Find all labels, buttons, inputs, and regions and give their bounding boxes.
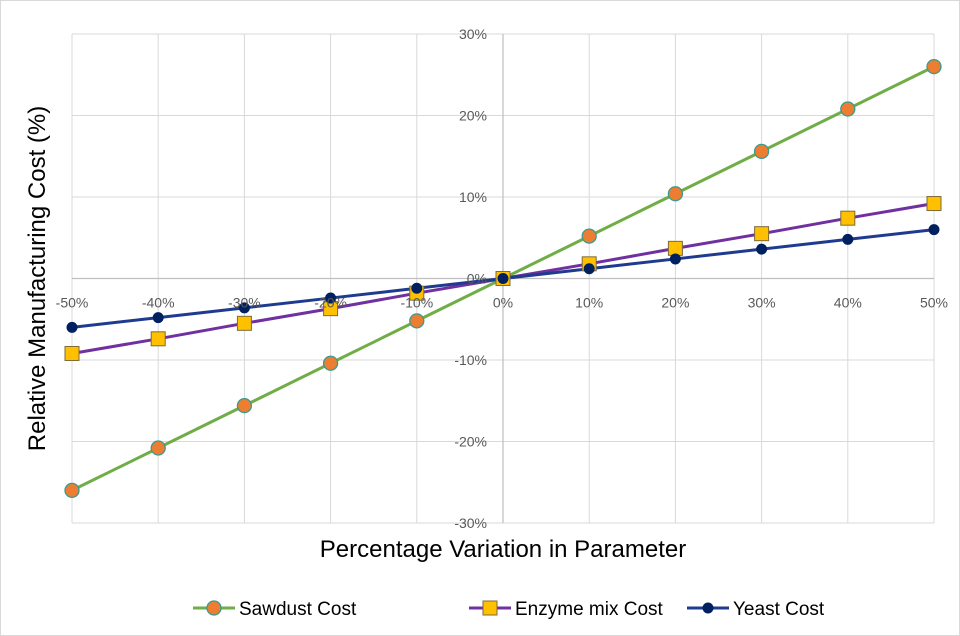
series-2-point-5 <box>497 273 509 284</box>
x-tick-label-9: 40% <box>834 295 862 311</box>
series-2-point-4 <box>411 282 423 294</box>
x-tick-label-6: 10% <box>575 295 603 311</box>
series-2-point-2 <box>238 302 250 314</box>
series-2-point-8 <box>756 243 768 255</box>
x-axis-title: Percentage Variation in Parameter <box>320 536 686 563</box>
series-2-point-1 <box>152 312 164 324</box>
y-tick-label-2: -10% <box>454 352 487 368</box>
series-1-point-2 <box>236 315 252 331</box>
series-0-point-1 <box>150 440 166 456</box>
series-1-point-0 <box>64 345 80 361</box>
x-tick-label-2: -30% <box>228 295 261 311</box>
series-1-point-8 <box>754 226 770 242</box>
series-2-point-3 <box>325 292 337 304</box>
series-0-point-6 <box>581 228 597 244</box>
y-axis-title: Relative Manufacturing Cost (%) <box>24 106 51 451</box>
series-1-point-7 <box>667 240 683 256</box>
y-tick-label-4: 10% <box>459 189 487 205</box>
x-tick-label-8: 30% <box>748 295 776 311</box>
series-2-point-6 <box>583 263 595 275</box>
series-0-point-7 <box>667 186 684 202</box>
series-0-point-3 <box>322 355 339 371</box>
x-tick-label-7: 20% <box>661 295 689 311</box>
legend-marker-0 <box>206 600 222 616</box>
legend-marker-2 <box>702 602 714 614</box>
x-tick-label-4: -10% <box>400 295 433 311</box>
y-tick-label-6: 30% <box>459 26 487 42</box>
legend-label-1: Enzyme mix Cost <box>515 599 664 620</box>
y-tick-label-0: -30% <box>454 515 487 531</box>
series-0-point-9 <box>840 101 856 117</box>
series-0-point-4 <box>409 313 425 329</box>
x-tick-label-0: -50% <box>56 295 89 311</box>
y-tick-label-1: -20% <box>454 434 487 450</box>
legend-label-0: Sawdust Cost <box>239 599 357 620</box>
series-2-point-0 <box>66 321 78 333</box>
series-1-point-10 <box>926 196 942 212</box>
series-2-point-7 <box>669 253 681 265</box>
x-tick-label-1: -40% <box>142 295 175 311</box>
x-tick-label-3: -20% <box>314 295 347 311</box>
series-1-point-1 <box>150 331 166 347</box>
y-tick-label-5: 20% <box>459 108 487 124</box>
legend-marker-1 <box>482 600 498 616</box>
x-tick-label-10: 50% <box>920 295 948 311</box>
series-1-point-9 <box>840 210 856 226</box>
series-0-point-0 <box>64 482 80 499</box>
series-2-point-9 <box>842 233 854 245</box>
series-0-point-2 <box>236 397 253 414</box>
x-tick-label-5: 0% <box>493 295 513 311</box>
y-tick-label-3: 0% <box>467 271 487 287</box>
series-2-point-10 <box>928 224 940 236</box>
series-0-point-8 <box>753 143 770 160</box>
series-0-point-10 <box>926 58 942 75</box>
legend-label-2: Yeast Cost <box>733 599 825 620</box>
